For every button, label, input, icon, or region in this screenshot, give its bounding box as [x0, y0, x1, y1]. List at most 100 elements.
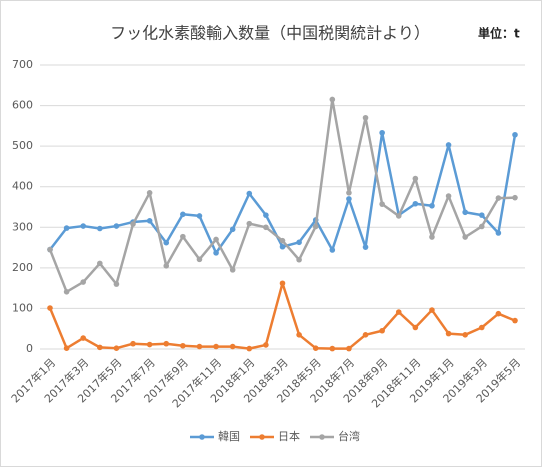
- data-point: [429, 307, 435, 313]
- data-point: [312, 345, 319, 351]
- data-point: [113, 223, 120, 229]
- data-point: [63, 288, 70, 295]
- data-point: [279, 237, 286, 244]
- data-point: [80, 279, 87, 285]
- data-point: [80, 223, 87, 229]
- data-point: [180, 233, 186, 240]
- data-point: [279, 280, 286, 287]
- data-point: [97, 225, 103, 232]
- data-point: [346, 190, 352, 196]
- data-point: [113, 281, 120, 287]
- data-point: [196, 213, 203, 219]
- data-point: [196, 256, 203, 263]
- data-point: [395, 309, 402, 315]
- legend-label: 日本: [278, 429, 300, 443]
- y-tick-label: 0: [26, 342, 33, 355]
- data-point: [296, 332, 302, 338]
- data-point: [445, 330, 452, 337]
- data-point: [213, 250, 219, 256]
- data-point: [163, 239, 170, 246]
- data-point: [495, 310, 502, 317]
- y-tick-label: 600: [12, 99, 33, 112]
- y-tick-label: 100: [12, 301, 33, 314]
- data-point: [97, 344, 103, 351]
- legend-marker: [259, 434, 265, 440]
- y-tick-label: 300: [12, 220, 33, 233]
- data-point: [445, 142, 452, 148]
- data-point: [279, 243, 286, 250]
- data-point: [47, 246, 53, 253]
- data-point: [229, 267, 236, 273]
- data-point: [47, 305, 53, 311]
- data-point: [63, 225, 70, 231]
- data-point: [395, 213, 402, 219]
- legend-label: 韓国: [218, 430, 240, 443]
- unit-label: 単位：t: [478, 26, 520, 41]
- data-point: [495, 195, 502, 201]
- data-point: [130, 340, 136, 347]
- data-point: [379, 327, 385, 334]
- legend-label: 台湾: [338, 429, 360, 443]
- data-point: [462, 234, 468, 240]
- data-point: [63, 345, 70, 351]
- data-point: [246, 345, 253, 352]
- data-point: [263, 342, 269, 348]
- data-point: [80, 335, 87, 341]
- data-point: [296, 239, 302, 246]
- data-point: [146, 217, 153, 224]
- data-point: [512, 194, 518, 201]
- data-point: [229, 343, 236, 350]
- y-tick-label: 500: [12, 139, 33, 152]
- y-tick-label: 700: [12, 58, 33, 71]
- data-point: [180, 211, 186, 218]
- data-point: [196, 343, 203, 350]
- data-point: [412, 175, 419, 182]
- data-point: [462, 209, 468, 216]
- data-point: [263, 212, 269, 218]
- data-point: [329, 345, 336, 352]
- data-point: [429, 234, 435, 240]
- data-point: [412, 324, 419, 331]
- data-point: [462, 332, 468, 338]
- y-tick-label: 400: [12, 180, 33, 193]
- data-point: [478, 223, 485, 230]
- data-point: [512, 131, 518, 138]
- data-point: [97, 260, 103, 267]
- data-point: [362, 332, 369, 338]
- data-point: [379, 129, 385, 136]
- data-point: [329, 96, 336, 103]
- data-point: [130, 221, 136, 227]
- data-point: [478, 212, 485, 218]
- data-point: [213, 343, 219, 350]
- data-point: [346, 196, 352, 202]
- data-point: [379, 201, 385, 207]
- data-point: [478, 324, 485, 331]
- data-point: [163, 263, 170, 269]
- data-point: [512, 317, 518, 324]
- data-point: [180, 342, 186, 349]
- data-point: [263, 224, 269, 231]
- data-point: [346, 345, 352, 352]
- y-tick-label: 200: [12, 261, 33, 274]
- data-point: [312, 223, 319, 230]
- data-point: [229, 226, 236, 233]
- data-point: [113, 345, 120, 351]
- data-point: [329, 247, 336, 253]
- data-point: [495, 230, 502, 236]
- data-point: [213, 236, 219, 243]
- data-point: [246, 220, 253, 227]
- legend-marker: [199, 434, 205, 440]
- data-point: [163, 340, 170, 347]
- chart-title: フッ化水素酸輸入数量（中国税関統計より）: [110, 24, 430, 43]
- data-point: [445, 193, 452, 199]
- data-point: [362, 244, 369, 250]
- data-point: [362, 114, 369, 121]
- legend-marker: [319, 434, 325, 440]
- data-point: [246, 190, 253, 197]
- data-point: [429, 202, 435, 209]
- data-point: [146, 190, 153, 196]
- data-point: [146, 341, 153, 348]
- data-point: [412, 200, 419, 207]
